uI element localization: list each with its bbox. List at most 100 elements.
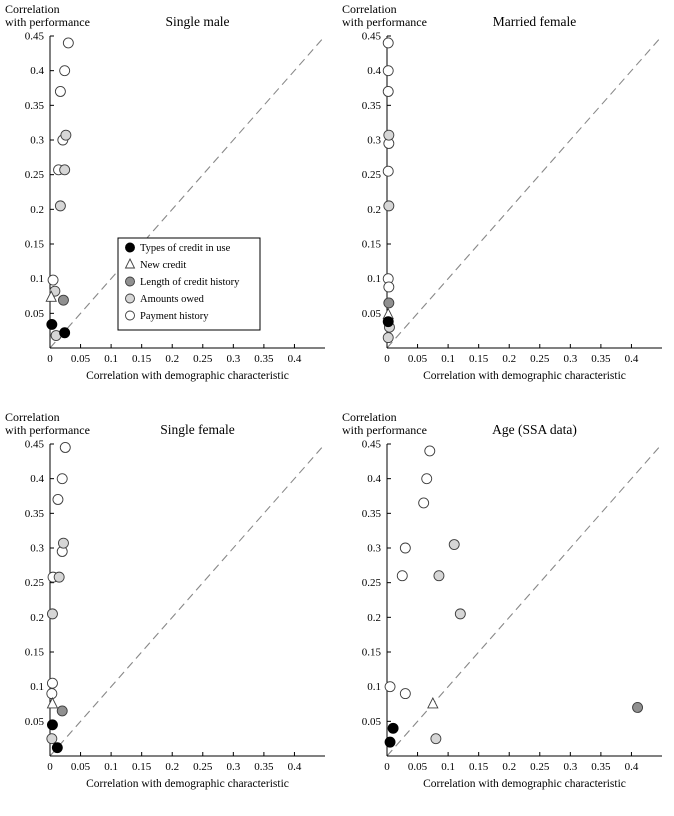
data-point (59, 442, 71, 453)
data-point (427, 697, 439, 709)
data-point (46, 719, 58, 731)
svg-text:0.05: 0.05 (71, 353, 91, 365)
svg-text:0.25: 0.25 (25, 169, 45, 181)
y-axis-ticks: 0.05 0.1 0.15 0.2 0.25 0.3 0.35 0.4 0.45 (362, 439, 391, 728)
y-axis-ticks: 0.05 0.1 0.15 0.2 0.25 0.3 0.35 0.4 0.45 (25, 439, 54, 728)
legend-label: New credit (140, 260, 186, 271)
data-points (45, 37, 74, 341)
svg-text:0.15: 0.15 (132, 353, 152, 365)
data-point (384, 736, 396, 748)
legend-label: Amounts owed (140, 294, 205, 305)
panel-title: Age (SSA data) (492, 422, 577, 437)
panel-title: Single male (165, 14, 229, 29)
diagonal-dashed-line (49, 443, 326, 757)
data-point (430, 733, 442, 745)
x-axis-title: Correlation with demographic characteris… (86, 778, 289, 790)
svg-text:0.35: 0.35 (362, 508, 382, 520)
svg-text:Correlation: Correlation (342, 410, 397, 424)
svg-text:0.05: 0.05 (71, 761, 91, 773)
data-points (382, 37, 395, 344)
svg-text:0.35: 0.35 (591, 353, 611, 365)
data-point (383, 297, 395, 309)
data-point (383, 200, 395, 212)
svg-text:0.05: 0.05 (362, 308, 382, 320)
x-axis-ticks: 0 0.05 0.1 0.15 0.2 0.25 0.3 0.35 0.4 (47, 344, 302, 365)
svg-text:0.2: 0.2 (165, 761, 179, 773)
x-axis-ticks: 0 0.05 0.1 0.15 0.2 0.25 0.3 0.35 0.4 (384, 752, 639, 773)
x-axis-title: Correlation with demographic characteris… (423, 370, 626, 382)
svg-text:0.4: 0.4 (30, 65, 44, 77)
svg-text:0.25: 0.25 (362, 169, 382, 181)
svg-text:0.15: 0.15 (362, 647, 382, 659)
svg-text:with performance: with performance (5, 423, 90, 437)
svg-text:0.45: 0.45 (25, 31, 45, 43)
data-point (46, 697, 59, 709)
svg-text:0.25: 0.25 (530, 353, 550, 365)
data-point (59, 327, 71, 339)
svg-text:0.1: 0.1 (441, 761, 455, 773)
data-point (125, 242, 135, 253)
svg-text:Correlation: Correlation (342, 2, 397, 16)
y-axis-ticks: 0.05 0.1 0.15 0.2 0.25 0.3 0.35 0.4 0.45 (362, 31, 391, 320)
svg-text:0.15: 0.15 (362, 239, 382, 251)
data-point (382, 86, 394, 97)
svg-text:0.25: 0.25 (362, 577, 382, 589)
data-point (418, 497, 430, 509)
panel-single-female: Correlation with performance Single female… (0, 408, 337, 816)
axes (386, 444, 662, 757)
svg-text:0.4: 0.4 (367, 65, 381, 77)
data-point (448, 539, 460, 550)
svg-text:0: 0 (47, 353, 53, 365)
data-point (382, 65, 394, 77)
data-point (51, 742, 63, 754)
panel-age-ssa: Correlation with performance Age (SSA data… (337, 408, 674, 816)
svg-text:0.45: 0.45 (362, 31, 382, 43)
data-point (57, 537, 69, 549)
svg-text:0.05: 0.05 (362, 716, 382, 728)
y-axis-ticks: 0.05 0.1 0.15 0.2 0.25 0.3 0.35 0.4 0.45 (25, 31, 54, 320)
svg-text:0.2: 0.2 (30, 612, 44, 624)
data-point (383, 129, 395, 141)
legend-label: Payment history (140, 311, 209, 322)
svg-text:0.2: 0.2 (502, 761, 516, 773)
svg-text:0.35: 0.35 (254, 761, 274, 773)
svg-text:0.1: 0.1 (104, 353, 118, 365)
svg-text:0.4: 0.4 (30, 473, 44, 485)
svg-text:0.1: 0.1 (104, 761, 118, 773)
data-point (382, 316, 394, 328)
legend-label: Types of credit in use (140, 243, 231, 254)
data-point (125, 310, 135, 321)
panel-title: Married female (493, 14, 577, 29)
svg-text:0.05: 0.05 (25, 716, 45, 728)
diagonal-dashed-line (49, 35, 326, 349)
data-point (54, 200, 66, 212)
svg-text:Correlation: Correlation (5, 2, 60, 16)
svg-text:0.15: 0.15 (25, 239, 45, 251)
svg-text:0.3: 0.3 (563, 353, 577, 365)
svg-text:0.05: 0.05 (25, 308, 45, 320)
data-point (387, 722, 399, 734)
data-point (421, 473, 433, 485)
svg-text:0.1: 0.1 (367, 273, 381, 285)
x-axis-title: Correlation with demographic characteris… (423, 778, 626, 790)
panel-married-female: Correlation with performance Married femal… (337, 0, 674, 408)
svg-text:with performance: with performance (342, 15, 427, 29)
panel-title: Single female (160, 422, 235, 437)
data-point (399, 542, 411, 554)
data-point (56, 705, 68, 717)
svg-text:with performance: with performance (342, 423, 427, 437)
data-point (384, 681, 396, 693)
data-point (46, 608, 58, 620)
data-point (124, 257, 136, 269)
svg-text:0.25: 0.25 (193, 761, 213, 773)
data-point (45, 290, 57, 302)
svg-text:0.4: 0.4 (288, 353, 302, 365)
svg-text:0.1: 0.1 (30, 681, 44, 693)
